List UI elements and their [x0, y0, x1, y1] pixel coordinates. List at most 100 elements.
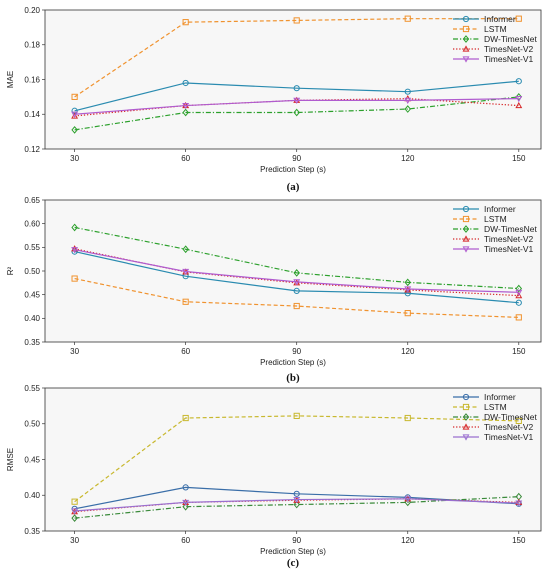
x-axis-label: Prediction Step (s): [260, 547, 326, 556]
data-point: [515, 498, 523, 505]
legend-marker: [462, 215, 470, 223]
x-tick-label: 60: [181, 536, 190, 545]
legend-marker: [462, 413, 470, 421]
data-point: [71, 247, 79, 254]
data-point: [293, 97, 301, 104]
series-timesnet-v1: [71, 496, 523, 515]
y-tick-label: 0.20: [24, 6, 40, 15]
chart-panel-1: 0.12 0.14 0.16 0.18 0.20 30 60 90 120 150 Predicti…: [6, 6, 542, 193]
data-point: [182, 19, 189, 26]
plot-area: [44, 9, 542, 150]
legend-label: TimesNet-V2: [484, 422, 534, 432]
data-point: [293, 269, 300, 277]
series-timesnet-v1: [71, 247, 523, 296]
y-tick-label: 0.50: [24, 420, 40, 429]
data-point: [515, 314, 522, 321]
data-point: [71, 508, 79, 515]
x-tick-label: 60: [181, 154, 190, 163]
data-point: [182, 108, 189, 117]
legend-marker: [462, 45, 470, 52]
legend-label: TimesNet-V1: [484, 244, 534, 254]
data-point: [404, 278, 411, 287]
legend-marker: [462, 56, 470, 63]
data-point: [293, 496, 301, 504]
legend: InformerLSTMDW-TimesNetTimesNet-V2TimesN…: [453, 14, 538, 64]
y-tick-label: 0.18: [24, 41, 40, 50]
series-timesnet-v1: [71, 96, 523, 118]
x-tick-label: 30: [70, 154, 79, 163]
data-point: [515, 500, 523, 507]
panel-caption: (a): [287, 181, 300, 193]
x-tick-label: 90: [292, 154, 301, 163]
data-point: [515, 299, 522, 306]
legend-marker: [462, 225, 470, 233]
x-tick-label: 150: [512, 154, 526, 163]
data-point: [182, 268, 190, 276]
data-point: [182, 79, 189, 87]
legend-label: DW-TimesNet: [484, 224, 538, 234]
x-tick-label: 120: [401, 154, 415, 163]
legend: InformerLSTMDW-TimesNetTimesNet-V2TimesN…: [453, 204, 538, 254]
legend-marker: [462, 403, 470, 411]
data-point: [404, 15, 411, 22]
data-point: [515, 291, 523, 299]
legend-label: Informer: [484, 392, 516, 402]
legend-label: TimesNet-V1: [484, 54, 534, 64]
data-point: [515, 96, 523, 103]
y-tick-label: 0.40: [24, 314, 40, 323]
legend-marker: [462, 35, 470, 43]
y-tick-label: 0.14: [24, 110, 40, 119]
legend: InformerLSTMDW-TimesNetTimesNet-V2TimesN…: [453, 392, 538, 442]
series-line: [74, 80, 519, 112]
y-tick-label: 0.40: [24, 491, 40, 500]
x-tick-label: 60: [181, 347, 190, 356]
data-point: [293, 17, 300, 24]
data-point: [404, 97, 412, 104]
x-tick-label: 150: [512, 536, 526, 545]
x-tick-label: 90: [292, 536, 301, 545]
x-tick-label: 150: [512, 347, 526, 356]
data-point: [293, 108, 300, 117]
data-point: [71, 275, 78, 282]
data-point: [515, 15, 522, 22]
legend-label: TimesNet-V2: [484, 234, 534, 244]
data-point: [404, 414, 411, 422]
y-tick-label: 0.50: [24, 267, 40, 276]
data-point: [182, 414, 189, 422]
legend-marker: [462, 15, 470, 23]
data-point: [293, 412, 300, 419]
legend-marker: [462, 393, 470, 401]
series-lstm: [71, 412, 522, 505]
x-tick-label: 30: [70, 347, 79, 356]
data-point: [71, 93, 78, 100]
series-lstm: [71, 275, 522, 321]
legend-label: Informer: [484, 204, 516, 214]
data-point: [293, 500, 300, 509]
y-tick-label: 0.55: [24, 243, 40, 252]
data-point: [404, 88, 411, 95]
legend-label: Informer: [484, 14, 516, 24]
x-tick-label: 90: [292, 347, 301, 356]
series-line: [74, 415, 519, 503]
data-point: [71, 498, 78, 505]
y-tick-label: 0.60: [24, 219, 40, 228]
data-point: [404, 105, 411, 113]
data-point: [71, 111, 79, 118]
plot-area: [44, 199, 542, 343]
y-tick-label: 0.35: [24, 527, 40, 536]
x-tick-label: 120: [401, 536, 415, 545]
data-point: [182, 245, 189, 254]
series-line: [74, 96, 519, 131]
data-point: [182, 102, 190, 110]
data-point: [182, 484, 189, 491]
data-point: [515, 417, 522, 424]
y-tick-label: 0.45: [24, 290, 40, 299]
data-point: [515, 284, 523, 293]
data-point: [71, 223, 78, 232]
x-axis-label: Prediction Step (s): [260, 358, 326, 367]
data-point: [404, 496, 412, 503]
legend-marker: [462, 434, 470, 441]
y-tick-label: 0.16: [24, 75, 40, 84]
x-axis-label: Prediction Step (s): [260, 165, 326, 174]
x-tick-label: 30: [70, 536, 79, 545]
